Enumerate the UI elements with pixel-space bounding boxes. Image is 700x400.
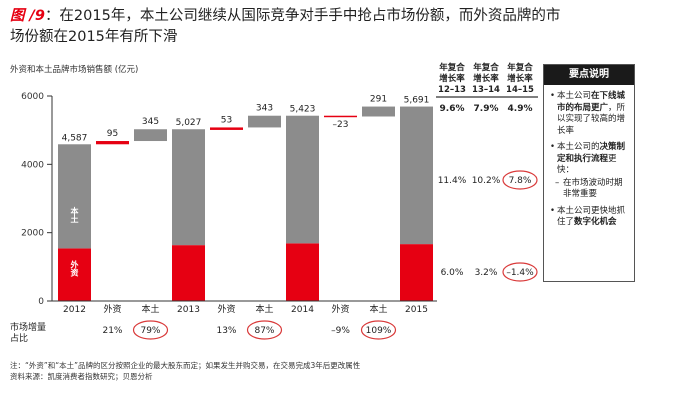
total-label-2012: 4,587 (62, 133, 88, 143)
footnote-source: 资料来源：凯度消费者指数研究；贝恩分析 (10, 372, 153, 381)
total-label-2015: 5,691 (404, 96, 430, 106)
cagr-header: 增长率 (473, 73, 499, 84)
key-point-2: 本土公司的决策制定和执行流程更快： (550, 142, 630, 177)
key-point-3: 本土公司更快地抓住了数字化机会 (550, 206, 630, 229)
total-label-2014: 5,423 (290, 105, 316, 115)
cagr-domestic-value: 7.8% (509, 176, 532, 186)
share-value: 21% (102, 326, 122, 336)
bar-foreign-2013 (172, 245, 205, 301)
bar-increment-foreign (210, 127, 243, 130)
total-label-2013: 5,027 (176, 118, 202, 128)
key-point-1: 本土公司在下线城市的布局更广，所以实现了较高的增长率 (550, 91, 630, 137)
bar-foreign-2012 (58, 248, 91, 301)
x-tick-label: 外资 (103, 303, 121, 315)
y-tick-label: 2000 (21, 229, 44, 239)
cagr-domestic-value: 10.2% (472, 176, 501, 186)
bar-domestic-2012 (58, 144, 91, 249)
x-tick-label: 本土 (255, 303, 273, 315)
share-row-label: 占比 (10, 332, 28, 344)
increment-label: –23 (333, 120, 349, 130)
cagr-total-value: 7.9% (474, 104, 499, 114)
share-circle (360, 320, 397, 340)
bar-domestic-2014 (286, 115, 319, 244)
increment-label: 343 (256, 104, 273, 114)
share-row-label: 市场增量 (10, 321, 46, 333)
cagr-domestic-value: 11.4% (438, 176, 467, 186)
increment-label: 53 (221, 115, 232, 125)
y-tick-label: 4000 (21, 160, 44, 170)
increment-label: 291 (370, 95, 387, 105)
y-tick-label: 0 (38, 297, 44, 307)
share-value: 87% (254, 326, 274, 336)
series-label-domestic: 本土 (70, 206, 79, 223)
x-tick-label: 2014 (291, 305, 314, 315)
x-tick-label: 本土 (369, 303, 387, 315)
bar-foreign-2014 (286, 243, 319, 301)
x-tick-label: 2015 (405, 305, 428, 315)
cagr-circle (502, 262, 538, 282)
cagr-header: 年复合 (439, 62, 465, 73)
cagr-foreign-value: 6.0% (441, 268, 464, 278)
key-point-2-sub: 在市场波动时期非常重要 (550, 178, 630, 201)
bar-increment-domestic (248, 115, 281, 128)
cagr-circle (502, 170, 538, 190)
key-points-list: 本土公司在下线城市的布局更广，所以实现了较高的增长率 本土公司的决策制定和执行流… (544, 85, 634, 229)
bar-foreign-2015 (400, 244, 433, 301)
bar-increment-foreign (324, 115, 357, 118)
cagr-header: 13–14 (472, 85, 500, 95)
chart-subtitle: 外资和本土品牌市场销售额 (亿元) (10, 64, 138, 75)
x-tick-label: 2012 (63, 305, 86, 315)
cagr-header: 增长率 (439, 73, 465, 84)
key-points-box: 要点说明 本土公司在下线城市的布局更广，所以实现了较高的增长率 本土公司的决策制… (543, 64, 635, 282)
bar-increment-domestic (362, 106, 395, 117)
cagr-header: 12–13 (438, 85, 466, 95)
x-tick-label: 外资 (217, 303, 235, 315)
cagr-foreign-value: 3.2% (475, 268, 498, 278)
bar-domestic-2013 (172, 129, 205, 246)
figure-label: 图 /9 (10, 8, 45, 24)
key-points-header: 要点说明 (544, 65, 634, 85)
share-value: –9% (331, 326, 350, 336)
cagr-total-value: 9.6% (440, 104, 465, 114)
series-label-foreign: 外资 (70, 259, 79, 277)
x-tick-label: 外资 (331, 303, 349, 315)
increment-label: 345 (142, 117, 159, 127)
footnote: 注：“外资”和“本土”品牌的区分按照企业的最大股东而定；如果发生并购交易，在交易… (10, 360, 360, 382)
share-circle (132, 320, 169, 340)
bar-increment-foreign (96, 141, 129, 145)
x-tick-label: 本土 (141, 303, 159, 315)
cagr-total-value: 4.9% (508, 104, 533, 114)
bar-domestic-2015 (400, 106, 433, 245)
cagr-header: 增长率 (507, 73, 533, 84)
increment-label: 95 (107, 129, 118, 139)
footnote-note: 注：“外资”和“本土”品牌的区分按照企业的最大股东而定；如果发生并购交易，在交易… (10, 361, 361, 370)
share-value: 79% (140, 326, 160, 336)
cagr-header: 年复合 (507, 62, 533, 73)
cagr-foreign-value: –1.4% (506, 268, 534, 278)
y-tick-label: 6000 (21, 92, 44, 102)
cagr-header: 年复合 (473, 62, 499, 73)
page-title: 图 /9：在2015年，本土公司继续从国际竞争对手手中抢占市场份额，而外资品牌的… (10, 6, 570, 48)
share-value: 13% (216, 326, 236, 336)
cagr-header: 14–15 (506, 85, 534, 95)
x-tick-label: 2013 (177, 305, 200, 315)
share-value: 109% (366, 326, 392, 336)
share-circle (246, 320, 283, 340)
title-text: ：在2015年，本土公司继续从国际竞争对手手中抢占市场份额，而外资品牌的市场份额… (10, 8, 561, 45)
bar-increment-domestic (134, 129, 167, 142)
